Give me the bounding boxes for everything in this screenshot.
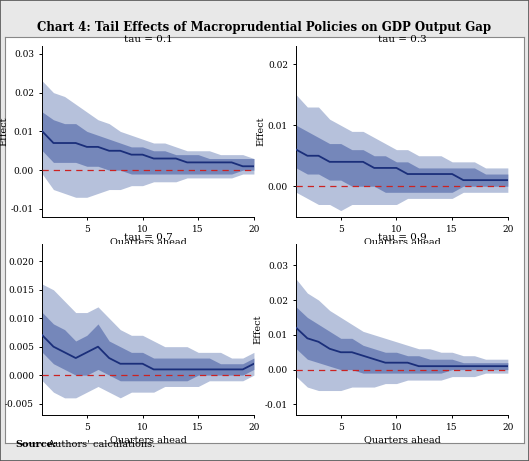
X-axis label: Quarters ahead: Quarters ahead bbox=[110, 435, 187, 444]
X-axis label: Quarters ahead: Quarters ahead bbox=[363, 237, 441, 246]
Y-axis label: Effect: Effect bbox=[256, 117, 265, 146]
Title: tau = 0.3: tau = 0.3 bbox=[378, 35, 426, 44]
X-axis label: Quarters ahead: Quarters ahead bbox=[363, 435, 441, 444]
Text: Authors' calculations.: Authors' calculations. bbox=[45, 440, 155, 449]
Y-axis label: Effect: Effect bbox=[0, 315, 2, 344]
Y-axis label: Effect: Effect bbox=[253, 315, 262, 344]
Title: tau = 0.1: tau = 0.1 bbox=[124, 35, 172, 44]
Title: tau = 0.9: tau = 0.9 bbox=[378, 233, 426, 242]
Y-axis label: Effect: Effect bbox=[0, 117, 8, 146]
Title: tau = 0.7: tau = 0.7 bbox=[124, 233, 172, 242]
Text: Source:: Source: bbox=[16, 440, 57, 449]
X-axis label: Quarters ahead: Quarters ahead bbox=[110, 237, 187, 246]
Text: Chart 4: Tail Effects of Macroprudential Policies on GDP Output Gap: Chart 4: Tail Effects of Macroprudential… bbox=[38, 21, 491, 34]
